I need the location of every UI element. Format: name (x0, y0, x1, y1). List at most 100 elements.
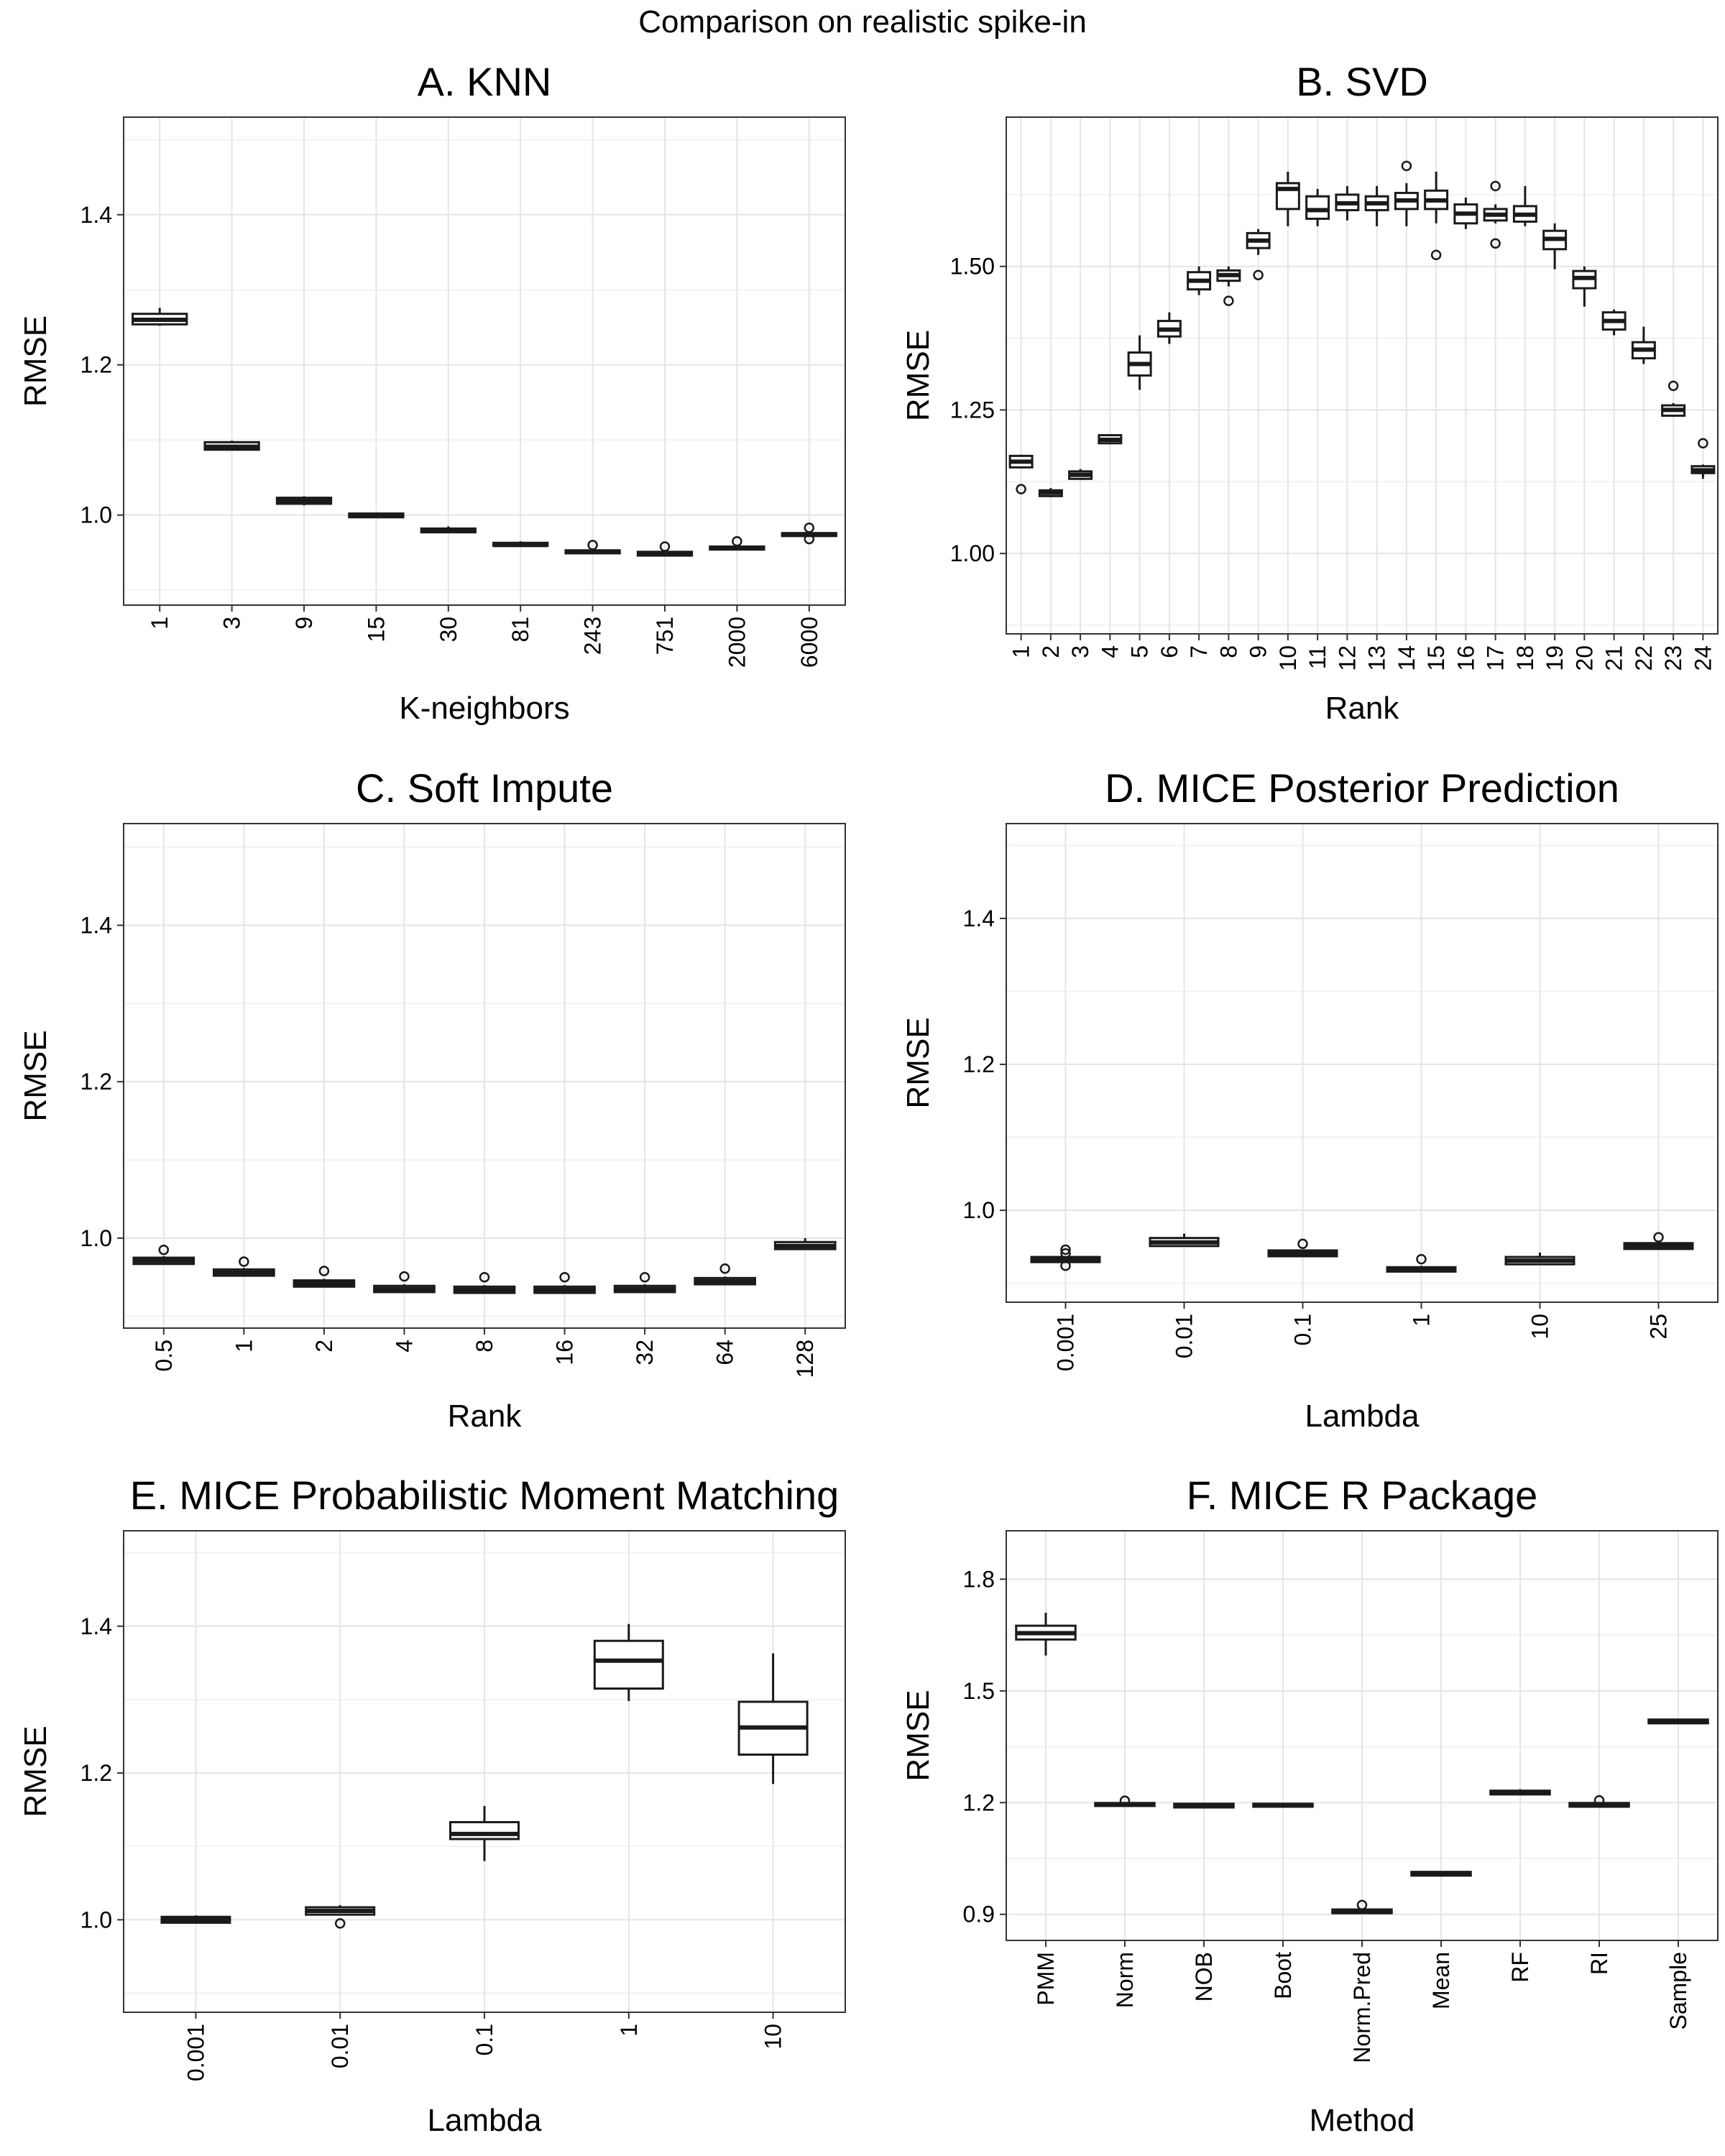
x-tick-label: 1 (1008, 645, 1034, 658)
panel-title: C. Soft Impute (356, 765, 613, 811)
x-tick-label: 7 (1186, 645, 1212, 658)
box-10 (1504, 1252, 1576, 1266)
panel-c: 1.0 1.2 1.4 0.5 1 2 4 8 16 32 64 128 C. Soft Impute R… (18, 765, 846, 1434)
panel-d: 1.0 1.2 1.4 0.001 0.01 0.1 1 10 25 D. MICE Poster… (901, 765, 1719, 1434)
panel-f: 0.9 1.2 1.5 1.8 PMM Norm NOB Boot Norm.Pred Mean R… (901, 1473, 1719, 2138)
y-tick-label: 1.4 (80, 1613, 112, 1639)
box-Mean (1410, 1871, 1472, 1877)
outlier-point (1060, 1244, 1071, 1256)
outlier-point (1119, 1795, 1131, 1806)
x-tick-label: 17 (1483, 645, 1509, 671)
x-tick-label: 19 (1542, 645, 1568, 671)
x-tick-label: 0.1 (472, 2024, 497, 2055)
box-128 (773, 1238, 837, 1250)
y-tick-label: 1.2 (80, 1760, 112, 1786)
box-4 (1098, 433, 1123, 445)
x-tick-label: 10 (760, 2024, 786, 2050)
box-1 (132, 308, 188, 326)
plot-area (124, 117, 845, 605)
box-4 (373, 1271, 436, 1294)
box-0.5 (132, 1244, 196, 1266)
x-tick-label: 1 (231, 1340, 257, 1353)
box-5 (1127, 335, 1152, 390)
x-tick-label: 32 (632, 1340, 658, 1365)
outlier-point (1401, 160, 1412, 172)
x-tick-label: 15 (363, 617, 389, 642)
y-tick-label: 1.0 (80, 1907, 112, 1932)
y-tick-label: 1.4 (963, 906, 995, 931)
outlier-point (639, 1272, 650, 1283)
outlier-point (1490, 238, 1501, 249)
y-tick-label: 1.2 (963, 1051, 995, 1077)
box-9 (1246, 229, 1271, 280)
x-axis-label: K-neighbors (399, 691, 569, 726)
box-9 (275, 496, 333, 506)
box-iqr (449, 1820, 520, 1841)
outlier-point (1668, 380, 1679, 392)
outlier-point (239, 1256, 249, 1267)
x-tick-label: 2000 (724, 617, 750, 668)
panel-title: A. KNN (418, 59, 552, 104)
x-tick-label: 3 (219, 617, 245, 630)
box-2 (293, 1266, 356, 1288)
x-tick-label: Boot (1270, 1952, 1296, 1999)
x-tick-label: 128 (792, 1340, 818, 1378)
x-tick-label: Sample (1665, 1952, 1691, 2030)
x-tick-label: 15 (1423, 645, 1449, 671)
box-243 (564, 540, 621, 555)
box-RF (1489, 1789, 1551, 1796)
x-tick-label: PMM (1033, 1952, 1059, 2006)
outlier-point (804, 533, 815, 545)
box-PMM (1015, 1613, 1077, 1656)
box-22 (1631, 326, 1656, 364)
box-0.01 (305, 1904, 376, 1929)
x-tick-label: 25 (1646, 1314, 1672, 1340)
x-tick-label: 5 (1127, 645, 1153, 658)
x-tick-label: 2 (311, 1340, 337, 1353)
box-NOB (1173, 1802, 1235, 1809)
y-tick-label: 0.9 (963, 1902, 995, 1927)
panel-border (1006, 823, 1719, 1303)
x-tick-label: 16 (552, 1340, 578, 1365)
outlier-point (1223, 295, 1234, 306)
x-tick-label: 18 (1512, 645, 1538, 671)
x-tick-label: Mean (1428, 1952, 1454, 2009)
x-tick-label: 30 (436, 617, 461, 642)
box-2000 (709, 535, 765, 551)
outlier-point (1253, 270, 1264, 280)
outlier-point (1060, 1260, 1071, 1271)
box-Norm.Pred (1331, 1899, 1393, 1915)
x-tick-label: 20 (1571, 645, 1597, 671)
x-tick-label: 9 (1246, 645, 1271, 658)
y-tick-label: 1.4 (80, 912, 112, 938)
box-10 (1275, 171, 1300, 226)
x-tick-label: 22 (1631, 645, 1657, 671)
x-tick-label: NOB (1191, 1952, 1217, 2001)
box-8 (453, 1272, 516, 1294)
outlier-point (1356, 1899, 1368, 1911)
x-tick-label: 8 (472, 1340, 497, 1353)
panel-b: 1.001.251.501 2 3 4 5 6 7 8 9 10 11 12 13 14 15 16 17 18 1… (901, 59, 1719, 726)
outlier-point (334, 1918, 346, 1929)
y-tick-label: 1.0 (963, 1197, 995, 1223)
box-18 (1512, 185, 1537, 226)
plot-area (1006, 824, 1718, 1302)
y-axis-label: RMSE (901, 330, 936, 421)
panel-title: E. MICE Probabilistic Moment Matching (130, 1473, 840, 1518)
panel-title: F. MICE R Package (1187, 1473, 1538, 1518)
x-tick-label: 24 (1690, 645, 1716, 671)
x-tick-label: 6 (1156, 645, 1182, 658)
box-25 (1623, 1232, 1694, 1250)
box-1 (593, 1623, 664, 1701)
y-tick-label: 1.0 (80, 1225, 112, 1251)
outlier-point (659, 541, 671, 552)
box-81 (492, 541, 549, 548)
x-tick-label: 8 (1215, 645, 1241, 658)
box-6 (1156, 312, 1182, 344)
outlier-point (559, 1272, 570, 1283)
box-64 (694, 1263, 756, 1286)
x-tick-label: 21 (1601, 645, 1627, 671)
x-axis-label: Lambda (427, 2103, 542, 2138)
outlier-point (1430, 249, 1442, 260)
box-11 (1305, 188, 1330, 226)
